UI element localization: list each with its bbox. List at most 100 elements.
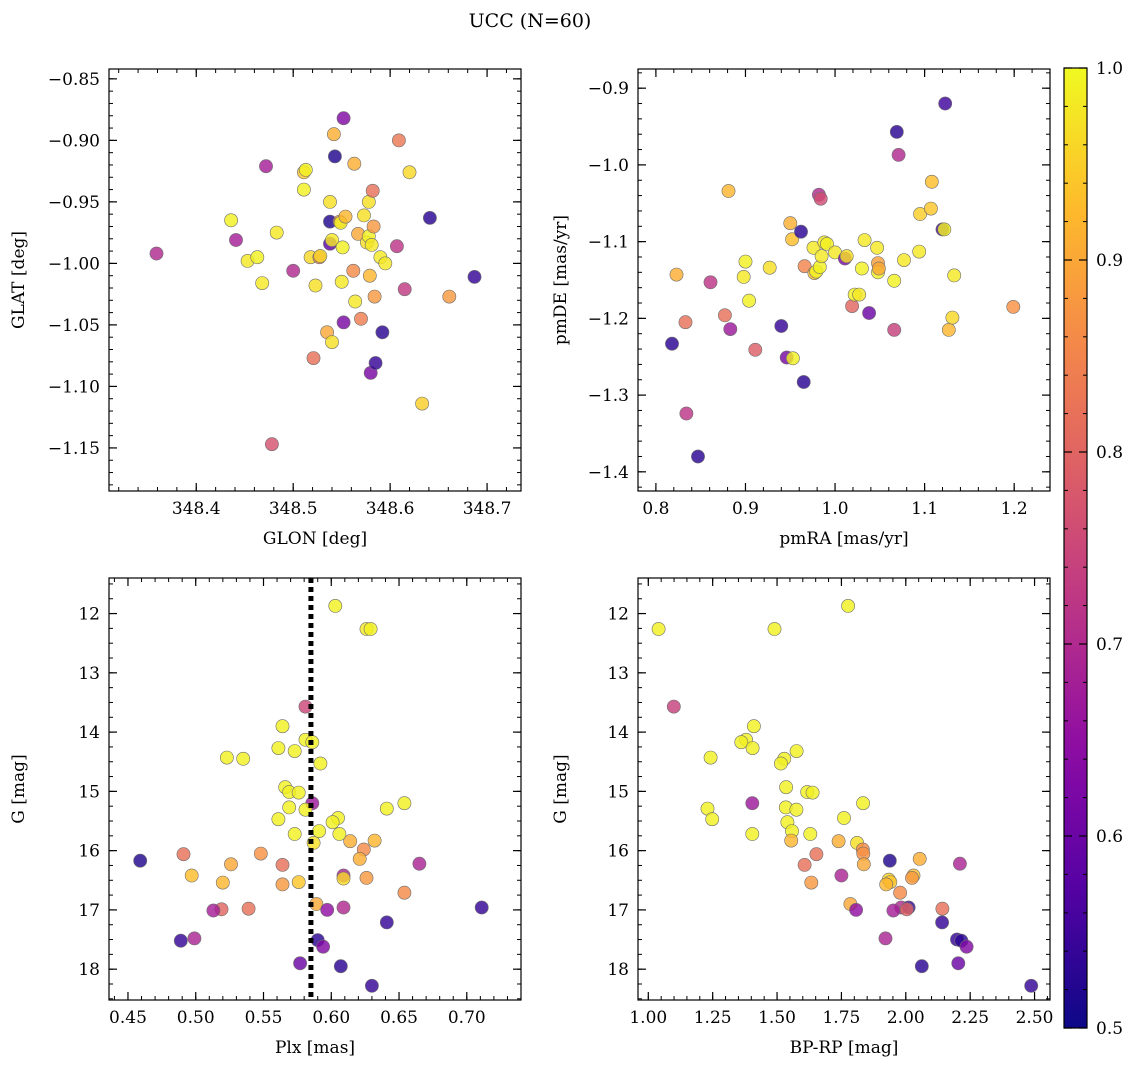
data-point <box>774 319 789 333</box>
data-point <box>336 315 351 330</box>
data-point <box>336 871 351 886</box>
scatter-bprp-g: 1.00 1.25 1.50 1.75 2.00 2.25 2.50 12 13 14 15 16 17… <box>551 577 1054 1058</box>
data-point <box>336 900 351 915</box>
data-point <box>296 182 311 197</box>
data-point <box>937 222 952 237</box>
data-point <box>323 194 337 209</box>
data-point <box>375 325 390 340</box>
data-point <box>959 939 974 954</box>
colorbar-tick-label: 0.6 <box>1096 827 1123 847</box>
data-point <box>666 699 681 714</box>
data-point <box>905 871 919 885</box>
data-point <box>665 336 679 351</box>
scatter-pmra-pmde: 0.8 0.9 1.0 1.1 1.2 −0.9 −1.0 −1.1 −1.2 −1.3 −1.4 p… <box>551 68 1051 549</box>
plot-frame <box>637 577 1051 1001</box>
data-point <box>938 96 953 111</box>
data-point <box>855 261 869 276</box>
data-point <box>745 741 760 755</box>
data-point <box>275 719 290 734</box>
y-tick-label: 17 <box>78 901 100 921</box>
data-point <box>723 322 738 336</box>
data-point <box>947 268 962 283</box>
data-point <box>718 308 732 323</box>
data-point <box>362 268 377 283</box>
scatter-plx-g: 0.45 0.50 0.55 0.60 0.65 0.70 12 13 14 15 16 17 18 Pl… <box>9 577 522 1058</box>
colorbar-tick-label: 0.7 <box>1096 635 1123 655</box>
y-tick-label: −1.1 <box>588 233 629 253</box>
data-point <box>348 294 363 309</box>
y-tick-label: −1.10 <box>48 377 100 397</box>
y-axis-label: pmDE [mas/yr] <box>551 215 571 345</box>
data-point <box>912 852 927 866</box>
data-point <box>953 856 967 871</box>
x-tick-label: 1.2 <box>1001 499 1028 519</box>
y-tick-label: 13 <box>78 664 100 684</box>
data-point <box>335 240 350 255</box>
x-tick-label: 0.60 <box>312 1008 350 1028</box>
colorbar-gradient <box>1063 67 1088 1029</box>
y-tick-label: 16 <box>78 842 100 862</box>
x-tick-label: 348.6 <box>366 499 415 519</box>
data-point <box>857 233 872 247</box>
data-point <box>734 735 749 750</box>
data-point <box>783 216 798 231</box>
data-point <box>313 249 328 263</box>
x-tick-label: 2.50 <box>1016 1008 1054 1028</box>
data-point <box>814 249 829 264</box>
data-point <box>338 209 353 224</box>
data-point <box>269 225 284 240</box>
data-point <box>889 124 904 139</box>
x-tick-label: 348.7 <box>463 499 512 519</box>
data-point <box>236 751 251 766</box>
x-tick-label: 0.8 <box>642 499 669 519</box>
data-point <box>389 239 404 254</box>
data-point <box>364 237 379 252</box>
y-tick-label: 17 <box>607 901 629 921</box>
data-point <box>415 396 429 411</box>
data-point <box>282 800 297 815</box>
data-point <box>346 263 361 278</box>
data-point <box>293 956 307 971</box>
data-point <box>378 256 393 271</box>
y-tick-label: −0.9 <box>588 79 629 99</box>
x-tick-label: 0.65 <box>380 1008 418 1028</box>
data-point <box>379 915 394 930</box>
data-point <box>334 274 349 289</box>
data-point <box>313 756 328 771</box>
y-axis-label: G [mag] <box>551 754 571 823</box>
data-point <box>813 191 828 206</box>
data-point <box>442 289 457 304</box>
data-point <box>402 165 417 180</box>
y-tick-label: −1.05 <box>48 316 100 336</box>
data-point <box>747 719 761 734</box>
data-point <box>357 208 371 223</box>
data-point <box>366 219 381 234</box>
x-axis-label: Plx [mas] <box>275 1038 355 1058</box>
x-tick-label: 0.50 <box>177 1008 215 1028</box>
data-point <box>275 877 290 892</box>
x-tick-label: 0.70 <box>448 1008 486 1028</box>
y-axis-label: GLAT [deg] <box>9 231 29 329</box>
y-tick-label: −0.90 <box>48 131 100 151</box>
data-point <box>325 335 339 349</box>
y-axis-label: G [mag] <box>9 754 29 823</box>
data-point <box>325 815 340 830</box>
data-point <box>679 406 694 421</box>
data-point <box>745 796 760 811</box>
x-tick-label: 1.50 <box>758 1008 796 1028</box>
data-point <box>789 802 804 817</box>
data-point <box>250 250 265 265</box>
data-point <box>941 322 956 337</box>
data-point <box>347 156 362 171</box>
data-point <box>206 903 221 918</box>
data-point <box>367 833 382 848</box>
data-point <box>365 183 380 198</box>
x-tick-label: 348.5 <box>269 499 318 519</box>
data-point <box>951 956 966 971</box>
data-point <box>935 915 949 930</box>
data-point <box>215 875 230 890</box>
data-point <box>359 871 374 885</box>
colorbar: 0.5 0.6 0.7 0.8 0.9 1.0 <box>1063 59 1123 1039</box>
data-point <box>872 261 886 276</box>
data-point <box>332 827 347 841</box>
